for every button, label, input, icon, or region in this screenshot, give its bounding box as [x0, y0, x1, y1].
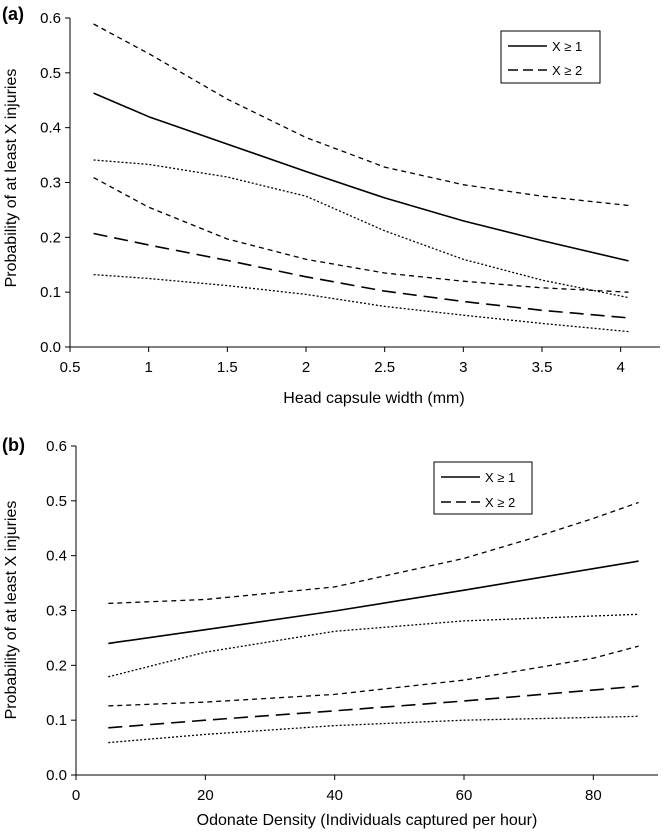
- panel-b-plot-area: 0 20 40 60 80 0.0 0.1 0.2 0.3 0.4 0.5 0.6: [46, 438, 658, 804]
- panel-a-x-tick-label: 3: [459, 359, 467, 376]
- panel-b-y-tick-label: 0.1: [46, 712, 67, 729]
- panel-a-series-x-ge-2-upper-ci: [93, 177, 629, 293]
- panel-a-series-x-ge-2-lower-ci: [93, 273, 629, 333]
- panel-b-legend-label-2: X ≥ 2: [485, 495, 515, 510]
- panel-b-y-tick-label: 0.6: [46, 438, 67, 455]
- panel-b-x-tick-label: 0: [72, 787, 80, 804]
- panel-b-y-tick-label: 0.3: [46, 603, 67, 620]
- panel-b-y-tick-label: 0.4: [46, 548, 67, 565]
- panel-a-legend-box: [500, 30, 601, 84]
- panel-b-x-tick-label: 80: [585, 787, 602, 804]
- panel-a-y-tick-label: 0.4: [40, 120, 61, 137]
- panel-b-label: (b): [2, 435, 25, 455]
- panel-b-series-x-ge-2-upper-ci: [108, 645, 639, 707]
- panel-b-x-tick-label: 40: [326, 787, 343, 804]
- panel-b-series-x-ge-1-lower-ci: [108, 613, 639, 678]
- panel-a-x-tick-label: 3.5: [532, 359, 553, 376]
- panel-a-y-tick-label: 0.5: [40, 65, 61, 82]
- panel-a-series-x-ge-1: [93, 92, 629, 262]
- panel-b-series-x-ge-1-upper-ci: [108, 501, 639, 605]
- panel-b-legend: X ≥ 1 X ≥ 2: [433, 461, 533, 515]
- panel-a-y-tick-label: 0.3: [40, 175, 61, 192]
- panel-a-plot-area: 0.5 1 1.5 2 2.5 3 3.5 4 0.0 0.1 0.2 0.3 0.4 0.5 0.6: [40, 10, 660, 376]
- panel-a-y-tick-label: 0.6: [40, 10, 61, 27]
- panel-b-y-tick-label: 0.0: [46, 767, 67, 784]
- panel-b-series-x-ge-1: [108, 560, 639, 645]
- panel-b-series-x-ge-2: [108, 685, 639, 729]
- panel-a-y-tick-label: 0.2: [40, 229, 61, 246]
- panel-b-y-axis-title: Probability of at least X injuries: [3, 501, 20, 720]
- panel-a-series-x-ge-1-lower-ci: [93, 159, 629, 299]
- panel-a-x-tick-label: 1.5: [217, 359, 238, 376]
- panel-a-series-x-ge-1-upper-ci: [93, 23, 629, 207]
- panel-a-label: (a): [2, 4, 24, 24]
- panel-a-legend-label-2: X ≥ 2: [552, 63, 582, 78]
- panel-b-legend-box: [433, 461, 533, 515]
- panel-b-legend-label-1: X ≥ 1: [485, 470, 515, 485]
- panel-a-series-x-ge-2: [93, 232, 629, 319]
- panel-a-y-axis-title: Probability of at least X injuries: [3, 69, 20, 288]
- panel-a-x-tick-label: 2: [302, 359, 310, 376]
- panel-a-legend-label-1: X ≥ 1: [552, 39, 582, 54]
- panel-b: (b) 0 20 40 60 80 0.0 0.1 0.2 0.3 0.4 0.5 0.6 Odona…: [2, 435, 658, 829]
- panel-a-y-tick-label: 0.0: [40, 339, 61, 356]
- panel-a-x-tick-label: 2.5: [374, 359, 395, 376]
- panel-b-y-tick-label: 0.5: [46, 493, 67, 510]
- panel-a: (a) 0.5 1 1.5 2 2.5 3 3.5 40.00.10.20.30.40.50.…: [2, 4, 660, 407]
- panel-b-series-x-ge-2-lower-ci: [108, 715, 639, 744]
- panel-b-x-axis-title: Odonate Density (Individuals captured pe…: [197, 812, 538, 829]
- panel-b-x-tick-label: 60: [456, 787, 473, 804]
- panel-a-y-tick-label: 0.1: [40, 284, 61, 301]
- panel-a-x-tick-label: 0.5: [60, 359, 81, 376]
- panel-a-x-tick-label: 4: [616, 359, 624, 376]
- panel-a-x-tick-label: 1: [144, 359, 152, 376]
- panel-b-x-tick-label: 20: [197, 787, 214, 804]
- panel-a-legend: X ≥ 1 X ≥ 2: [500, 30, 601, 84]
- panel-a-x-axis-title: Head capsule width (mm): [283, 390, 464, 407]
- panel-b-y-tick-label: 0.2: [46, 657, 67, 674]
